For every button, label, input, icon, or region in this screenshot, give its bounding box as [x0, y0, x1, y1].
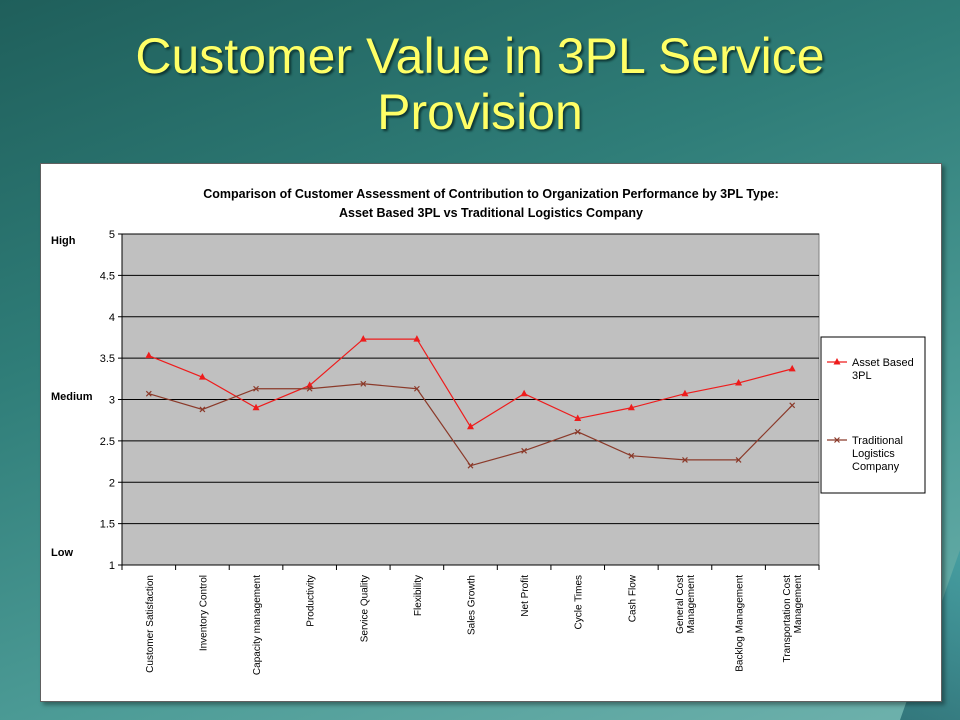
- slide-title: Customer Value in 3PL Service Provision: [60, 28, 900, 140]
- y-annotation-low: Low: [51, 547, 73, 559]
- series-0-point-11: [735, 378, 743, 386]
- legend-marker-1: [834, 437, 840, 443]
- chart-legend: Asset Based 3PL Traditional Logistics Compan…: [820, 336, 926, 494]
- y-tick-label-1: 1.5: [100, 519, 115, 531]
- series-0-point-6: [467, 422, 474, 430]
- series-0-point-7: [520, 389, 528, 397]
- x-tick-label-12: Transportation CostManagement: [782, 575, 804, 663]
- x-tick-label-7: Net Profit: [520, 575, 531, 617]
- x-tick-label-3: Productivity: [306, 575, 317, 627]
- series-0-point-9: [627, 403, 635, 411]
- y-tick-label-7: 4.5: [100, 270, 115, 282]
- y-tick-label-3: 2.5: [100, 436, 115, 448]
- line-chart: Comparison of Customer Assessment of Con…: [51, 187, 926, 675]
- series-1-point-9: [628, 452, 635, 459]
- series-1-point-11: [735, 456, 742, 463]
- series-0-point-2: [252, 403, 260, 411]
- series-1-point-7: [521, 447, 528, 454]
- x-tick-label-8: Cycle Times: [574, 575, 585, 629]
- x-tick-label-0: Customer Satisfaction: [145, 575, 156, 673]
- chart-frame: Comparison of Customer Assessment of Con…: [40, 163, 942, 702]
- legend-marker-0: [833, 358, 841, 365]
- legend-label-0: Asset Based 3PL: [852, 357, 914, 382]
- y-tick-label-2: 2: [109, 477, 115, 489]
- y-tick-label-4: 3: [109, 395, 115, 407]
- series-1-point-6: [467, 462, 474, 469]
- series-0-point-4: [359, 335, 367, 342]
- series-1-point-0: [145, 390, 152, 397]
- series-1-point-2: [253, 385, 259, 392]
- series-0-point-0: [145, 351, 153, 359]
- slide-title-line-2: Provision: [377, 84, 583, 140]
- y-annotation-medium: Medium: [51, 391, 93, 403]
- x-tick-label-10: General CostManagement: [675, 575, 697, 634]
- y-tick-label-8: 5: [109, 229, 115, 241]
- legend-label-1: Traditional Logistics Company: [852, 435, 903, 473]
- y-tick-label-5: 3.5: [100, 353, 115, 365]
- series-1-point-1: [199, 406, 206, 413]
- series-0-point-5: [413, 335, 421, 342]
- series-0-point-10: [681, 389, 689, 397]
- y-tick-label-6: 4: [109, 312, 115, 324]
- x-tick-label-1: Inventory Control: [198, 575, 209, 651]
- x-tick-label-9: Cash Flow: [627, 574, 638, 622]
- series-1-point-5: [413, 385, 420, 392]
- chart-title: Comparison of Customer Assessment of Con…: [203, 187, 779, 201]
- series-0-point-8: [574, 414, 582, 422]
- series-1-point-4: [360, 380, 367, 387]
- x-tick-label-2: Capacity management: [252, 575, 263, 675]
- series-1-point-12: [789, 402, 796, 409]
- x-tick-label-4: Service Quality: [359, 575, 370, 642]
- slide-title-line-1: Customer Value in 3PL Service: [135, 28, 825, 84]
- x-tick-label-11: Backlog Management: [735, 575, 746, 672]
- y-annotation-high: High: [51, 235, 76, 247]
- series-1-point-8: [574, 428, 581, 435]
- chart-subtitle: Asset Based 3PL vs Traditional Logistics…: [339, 206, 643, 220]
- series-1-point-3: [306, 385, 313, 392]
- x-tick-label-5: Flexibility: [413, 575, 424, 616]
- series-1-point-10: [682, 456, 688, 463]
- series-0-point-1: [198, 373, 206, 380]
- x-tick-label-6: Sales Growth: [467, 575, 478, 635]
- series-0-point-12: [788, 364, 796, 372]
- y-tick-label-0: 1: [109, 560, 115, 572]
